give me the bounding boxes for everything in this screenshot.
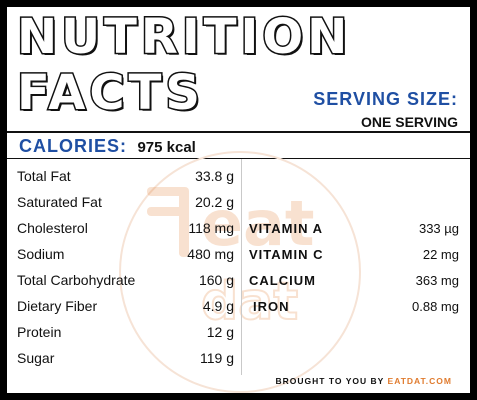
nutrient-value: 160 g	[198, 272, 234, 288]
nutrient-value: 119 g	[200, 350, 234, 366]
vitamin-row: VITAMIN A 333 µg	[249, 215, 459, 241]
nutrient-value: 20.2 g	[195, 194, 234, 210]
nutrient-row: Sugar 119 g	[17, 345, 234, 371]
nutrients-column: Total Fat 33.8 g Saturated Fat 20.2 g Ch…	[17, 163, 234, 371]
nutrient-value: 33.8 g	[195, 168, 234, 184]
nutrient-row: Total Carbohydrate 160 g	[17, 267, 234, 293]
nutrient-name: Protein	[17, 324, 62, 340]
vitamins-spacer	[249, 163, 459, 215]
vitamin-row: VITAMIN C 22 mg	[249, 241, 459, 267]
nutrient-name: Cholesterol	[17, 220, 88, 236]
vitamin-name: VITAMIN C	[249, 246, 324, 262]
nutrient-name: Dietary Fiber	[17, 298, 98, 314]
nutrition-card: NUTRITION FACTS SERVING SIZE: ONE SERVIN…	[7, 7, 470, 393]
nutrient-row: Total Fat 33.8 g	[17, 163, 234, 189]
calories-label: CALORIES:	[19, 136, 127, 156]
nutrient-row: Saturated Fat 20.2 g	[17, 189, 234, 215]
nutrient-row: Dietary Fiber 4.9 g	[17, 293, 234, 319]
nutrient-name: Total Fat	[17, 168, 71, 184]
vitamin-name: CALCIUM	[249, 272, 316, 288]
nutrient-row: Cholesterol 118 mg	[17, 215, 234, 241]
nutrient-name: Sugar	[17, 350, 55, 366]
svg-text:dat: dat	[201, 272, 298, 332]
vitamin-row: IRON 0.88 mg	[249, 293, 459, 319]
footer-credit: BROUGHT TO YOU BY EATDAT.COM	[276, 376, 452, 386]
nutrient-name: Sodium	[17, 246, 65, 262]
nutrient-value: 12 g	[206, 324, 234, 340]
top-rule	[7, 131, 470, 133]
vitamins-column: VITAMIN A 333 µg VITAMIN C 22 mg CALCIUM…	[249, 163, 459, 319]
vitamin-row: CALCIUM 363 mg	[249, 267, 459, 293]
title-line-1: NUTRITION	[15, 9, 352, 65]
vitamin-value: 363 mg	[415, 272, 459, 288]
nutrient-value: 118 mg	[188, 220, 234, 236]
serving-size-label: SERVING SIZE:	[313, 89, 458, 109]
footer-prefix: BROUGHT TO YOU BY	[275, 376, 385, 386]
eatdat-watermark-logo: eat dat	[119, 151, 361, 393]
column-divider	[241, 159, 242, 375]
title-line-2: FACTS	[16, 65, 204, 121]
vitamin-value: 0.88 mg	[412, 298, 459, 314]
vitamin-value: 22 mg	[422, 246, 459, 262]
calories-value: 975 kcal	[137, 139, 196, 156]
watermark-text: eat	[201, 187, 315, 260]
nutrient-row: Sodium 480 mg	[17, 241, 234, 267]
serving-size-value: ONE SERVING	[361, 114, 458, 130]
nutrient-name: Saturated Fat	[17, 194, 102, 210]
nutrient-value: 480 mg	[187, 246, 234, 262]
vitamin-name: IRON	[253, 298, 290, 314]
vitamin-name: VITAMIN A	[249, 220, 323, 236]
vitamin-value: 333 µg	[418, 220, 459, 236]
footer-brand-link[interactable]: EATDAT.COM	[387, 376, 452, 386]
nutrient-name: Total Carbohydrate	[17, 272, 136, 288]
calories-line: CALORIES: 975 kcal	[19, 136, 196, 157]
nutrient-value: 4.9 g	[202, 298, 234, 314]
nutrient-row: Protein 12 g	[17, 319, 234, 345]
calories-rule	[7, 158, 470, 159]
